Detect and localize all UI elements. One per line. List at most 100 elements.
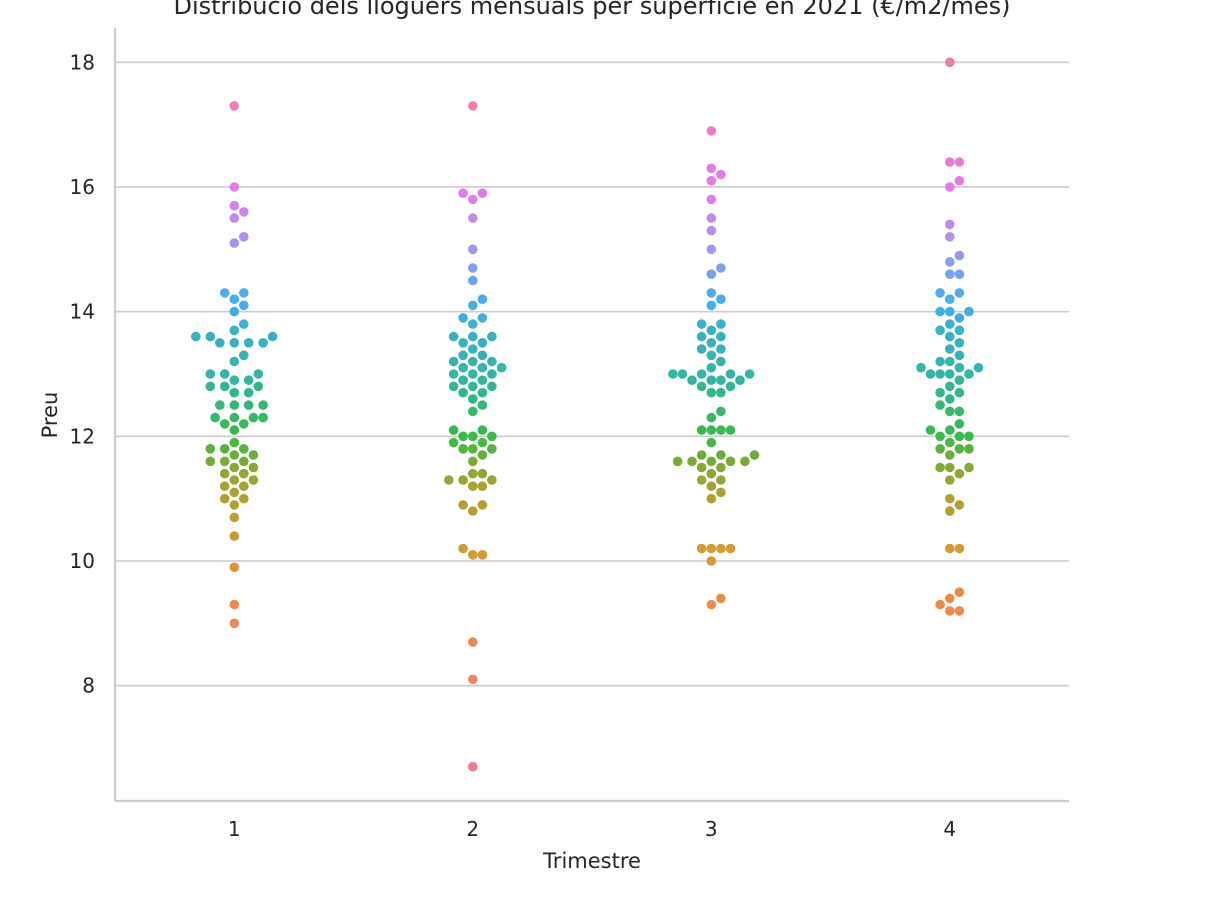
data-point [725, 543, 736, 554]
data-point [740, 456, 750, 467]
data-point [229, 375, 240, 386]
data-point [205, 381, 216, 392]
data-point [477, 387, 488, 398]
data-point [448, 356, 459, 367]
data-point [477, 350, 488, 361]
data-point [696, 475, 707, 485]
data-point [219, 481, 230, 492]
data-point [468, 213, 478, 223]
data-point [229, 599, 240, 610]
data-point [945, 543, 955, 554]
data-point [945, 306, 955, 317]
data-point [964, 306, 974, 317]
data-point [954, 606, 965, 616]
data-point [945, 344, 955, 354]
data-point [458, 375, 468, 386]
data-point [706, 163, 717, 174]
data-point [496, 362, 507, 373]
data-point [716, 387, 726, 398]
data-point [706, 175, 717, 186]
data-point [468, 456, 478, 467]
data-point [468, 506, 478, 516]
data-point [954, 313, 965, 323]
data-point [954, 350, 965, 361]
data-point [687, 375, 697, 386]
data-point [945, 450, 955, 460]
data-point [945, 381, 955, 392]
data-point [243, 400, 254, 410]
data-point [191, 331, 201, 342]
data-point [945, 593, 955, 604]
data-point [229, 400, 240, 410]
data-point [239, 300, 249, 311]
data-point [477, 188, 488, 198]
data-point [458, 444, 468, 454]
data-point [945, 269, 955, 280]
data-point [229, 512, 240, 523]
data-point [716, 319, 726, 329]
data-point [229, 450, 240, 460]
data-point [468, 101, 478, 111]
data-point [468, 394, 478, 404]
data-point [477, 313, 488, 323]
data-point [205, 456, 216, 467]
data-point [954, 431, 965, 442]
data-point [229, 531, 240, 541]
data-point [945, 369, 955, 379]
data-point [706, 556, 717, 566]
data-point [448, 369, 459, 379]
data-point [706, 599, 717, 610]
data-point [954, 500, 965, 510]
data-point [458, 188, 468, 198]
data-point [248, 475, 259, 485]
data-point [458, 387, 468, 398]
data-point [468, 674, 478, 685]
data-point [219, 456, 230, 467]
data-point [945, 606, 955, 616]
data-point [477, 375, 488, 386]
data-point [239, 456, 249, 467]
data-point [243, 387, 254, 398]
data-point [487, 369, 497, 379]
data-point [954, 338, 965, 348]
data-point [215, 400, 225, 410]
data-point [248, 450, 259, 460]
data-point [749, 450, 760, 460]
data-point [477, 481, 488, 492]
data-point [744, 369, 755, 379]
data-point [468, 331, 478, 342]
data-point [945, 475, 955, 485]
data-point [229, 338, 240, 348]
data-point [706, 493, 717, 504]
data-point [716, 294, 726, 305]
data-point [229, 182, 240, 192]
data-point [935, 599, 945, 610]
data-point [229, 437, 240, 448]
data-point [964, 431, 974, 442]
data-point [716, 543, 726, 554]
data-point [487, 444, 497, 454]
x-tick-label: 1 [228, 817, 241, 841]
data-point [687, 456, 697, 467]
data-point [448, 331, 459, 342]
data-point [239, 350, 249, 361]
data-point [945, 394, 955, 404]
data-point [706, 126, 717, 136]
data-point [458, 500, 468, 510]
data-point [239, 493, 249, 504]
data-point [229, 306, 240, 317]
data-point [477, 437, 488, 448]
data-point [219, 369, 230, 379]
data-point [477, 450, 488, 460]
data-point [229, 425, 240, 435]
data-point [205, 369, 216, 379]
data-point [954, 587, 965, 597]
data-point [706, 543, 717, 554]
data-point [716, 593, 726, 604]
data-point [706, 481, 717, 492]
data-point [945, 219, 955, 230]
data-point [706, 362, 717, 373]
data-point [468, 381, 478, 392]
data-point [468, 550, 478, 560]
